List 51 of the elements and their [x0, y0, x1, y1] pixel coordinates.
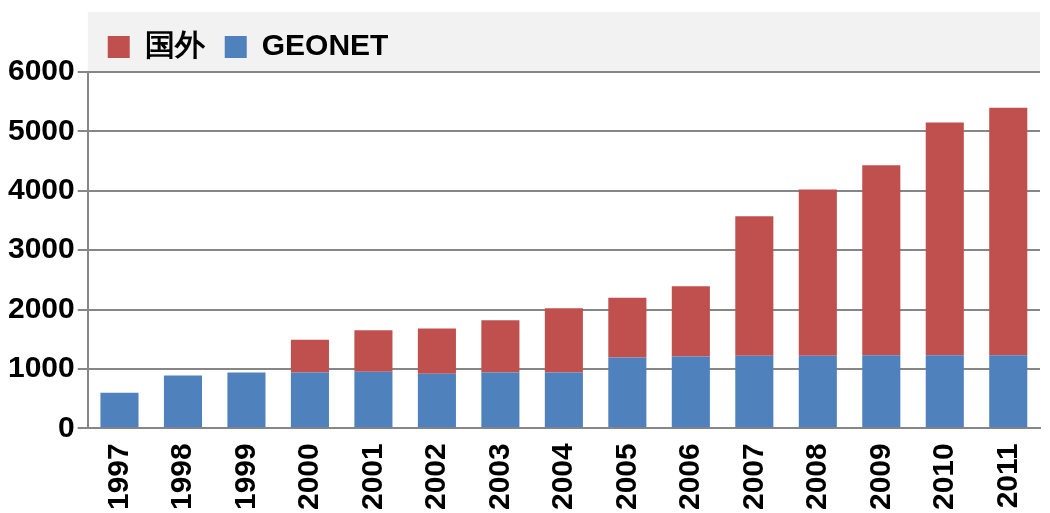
bar	[608, 357, 647, 428]
x-tick-label: 2009	[862, 443, 896, 511]
bar	[100, 392, 139, 428]
bar	[989, 355, 1028, 428]
bar	[417, 328, 456, 374]
y-tick-label: 4000	[7, 172, 75, 206]
bar	[671, 356, 710, 428]
x-tick-label: 2007	[735, 443, 769, 511]
x-tick-label: 2003	[481, 443, 515, 511]
bar	[544, 372, 583, 428]
bar	[925, 122, 964, 356]
bar	[798, 355, 837, 428]
bar	[989, 107, 1028, 356]
bar	[163, 375, 203, 428]
x-tick-label: 2010	[926, 443, 960, 511]
y-tick-label: 0	[58, 409, 75, 443]
bar	[608, 297, 647, 358]
bar	[354, 371, 393, 428]
bar	[290, 339, 329, 373]
legend-label: GEONET	[261, 28, 389, 62]
x-tick-label: 1998	[164, 443, 198, 511]
x-tick-label: 1997	[100, 443, 134, 511]
x-tick-label: 2002	[418, 443, 452, 511]
bar	[798, 189, 837, 356]
legend-label: 国外	[144, 28, 206, 62]
y-tick-label: 5000	[7, 112, 75, 146]
bar	[862, 355, 901, 428]
x-tick-label: 2006	[672, 443, 706, 511]
bar	[227, 372, 266, 428]
x-tick-label: 2011	[989, 443, 1023, 509]
bar	[354, 330, 393, 372]
bar	[735, 216, 774, 356]
y-tick-label: 2000	[7, 290, 75, 324]
y-tick-label: 3000	[7, 231, 75, 265]
bar	[417, 373, 456, 428]
bar	[925, 355, 964, 428]
x-tick-label: 2004	[545, 442, 579, 511]
x-tick-label: 1999	[227, 443, 261, 511]
bar	[481, 372, 520, 428]
bar	[735, 355, 774, 428]
bar	[544, 308, 583, 373]
bar	[481, 320, 520, 373]
bar	[862, 165, 901, 356]
bar	[290, 372, 329, 428]
y-tick-label: 6000	[7, 53, 75, 87]
x-tick-label: 2000	[291, 443, 325, 511]
y-tick-label: 1000	[7, 350, 75, 384]
x-tick-label: 2008	[799, 443, 833, 511]
x-tick-label: 2005	[608, 443, 642, 511]
bar	[671, 286, 710, 357]
x-tick-label: 2001	[354, 443, 388, 511]
